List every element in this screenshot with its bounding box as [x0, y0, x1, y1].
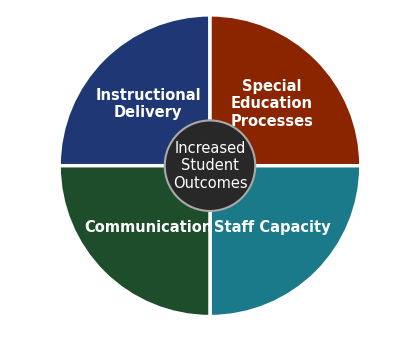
- Text: Increased
Student
Outcomes: Increased Student Outcomes: [173, 141, 247, 190]
- Text: Special
Education
Processes: Special Education Processes: [231, 79, 313, 129]
- Text: Instructional
Delivery: Instructional Delivery: [95, 88, 201, 120]
- Text: Communication: Communication: [84, 220, 212, 235]
- Wedge shape: [59, 15, 210, 166]
- Text: Staff Capacity: Staff Capacity: [213, 220, 330, 235]
- Wedge shape: [210, 15, 361, 166]
- Wedge shape: [210, 166, 361, 317]
- Wedge shape: [59, 166, 210, 317]
- Circle shape: [165, 120, 255, 211]
